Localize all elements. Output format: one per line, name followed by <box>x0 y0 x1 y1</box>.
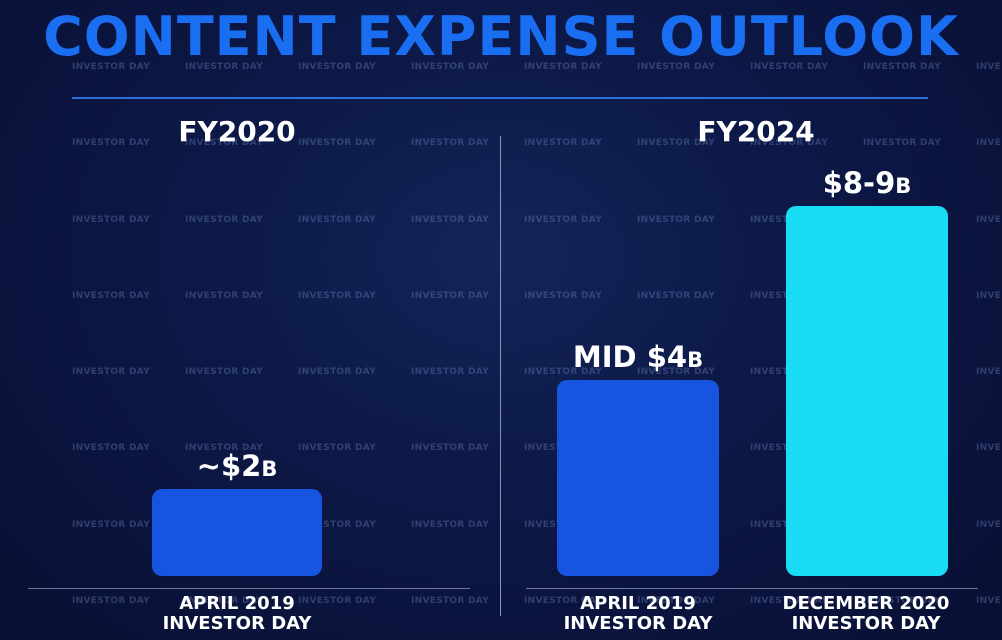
bar-fy2024-0 <box>557 380 719 576</box>
watermark-text: INVESTOR DAY <box>411 215 490 225</box>
watermark-text: INVESTOR DAY <box>976 215 1002 225</box>
watermark-text: INVESTOR DAY <box>524 138 603 148</box>
bar-value-main: $8-9 <box>822 166 896 201</box>
watermark-text: INVESTOR DAY <box>976 367 1002 377</box>
fy2020-panel-title: FY2020 <box>178 115 296 148</box>
watermark-text: INVESTOR DAY <box>72 367 151 377</box>
bar-value-label: MID $4B <box>527 338 749 379</box>
category-label-line: INVESTOR DAY <box>162 613 312 634</box>
page-title: CONTENT EXPENSE OUTLOOK <box>43 5 959 68</box>
watermark-text: INVESTOR DAY <box>976 596 1002 606</box>
bar-value-unit: B <box>261 457 278 481</box>
bar-value-label: ~$2B <box>122 447 352 488</box>
fy2020-baseline <box>28 588 470 589</box>
category-label-line: DECEMBER 2020 <box>782 593 950 614</box>
watermark-text: INVESTOR DAY <box>72 520 151 530</box>
watermark-text: INVESTOR DAY <box>411 596 490 606</box>
watermark-text: INVESTOR DAY <box>185 291 264 301</box>
watermark-text: INVESTOR DAY <box>298 215 377 225</box>
bar-value-main: ~$2 <box>196 449 262 483</box>
bar-value-unit: B <box>687 348 704 373</box>
category-label-line: INVESTOR DAY <box>791 613 941 634</box>
bar-value-label: $8-9B <box>756 164 978 205</box>
bar-fy2020-0 <box>152 489 322 576</box>
watermark-text: INVESTOR DAY <box>524 215 603 225</box>
watermark-text: INVESTOR DAY <box>411 291 490 301</box>
watermark-text: INVESTOR DAY <box>976 138 1002 148</box>
panel-divider <box>500 136 501 616</box>
watermark-text: INVESTOR DAY <box>185 367 264 377</box>
fy2024-baseline <box>526 588 978 589</box>
watermark-text: INVESTOR DAY <box>637 291 716 301</box>
watermark-text: INVESTOR DAY <box>976 443 1002 453</box>
bar-value-main: MID $4 <box>572 340 688 375</box>
watermark-text: INVESTOR DAY <box>524 291 603 301</box>
watermark-text: INVESTOR DAY <box>976 291 1002 301</box>
watermark-text: INVESTOR DAY <box>298 291 377 301</box>
watermark-text: INVESTOR DAY <box>298 367 377 377</box>
category-label: DECEMBER 2020 INVESTOR DAY <box>756 594 976 634</box>
fy2024-panel-title: FY2024 <box>697 115 815 148</box>
category-label-line: APRIL 2019 <box>580 593 696 614</box>
watermark-text: INVESTOR DAY <box>411 367 490 377</box>
watermark-text: INVESTOR DAY <box>411 138 490 148</box>
category-label-line: APRIL 2019 <box>179 593 295 614</box>
watermark-text: INVESTOR DAY <box>185 215 264 225</box>
watermark-text: INVESTOR DAY <box>976 520 1002 530</box>
watermark-text: INVESTOR DAY <box>411 520 490 530</box>
watermark-text: INVESTOR DAY <box>411 443 490 453</box>
category-label: APRIL 2019 INVESTOR DAY <box>127 594 347 634</box>
bar-value-unit: B <box>895 174 912 199</box>
category-label: APRIL 2019 INVESTOR DAY <box>528 594 748 634</box>
watermark-text: INVESTOR DAY <box>72 291 151 301</box>
watermark-text: INVESTOR DAY <box>637 215 716 225</box>
category-label-line: INVESTOR DAY <box>563 613 713 634</box>
bar-fy2024-1 <box>786 206 948 576</box>
title-underline <box>72 97 928 99</box>
watermark-text: INVESTOR DAY <box>72 215 151 225</box>
